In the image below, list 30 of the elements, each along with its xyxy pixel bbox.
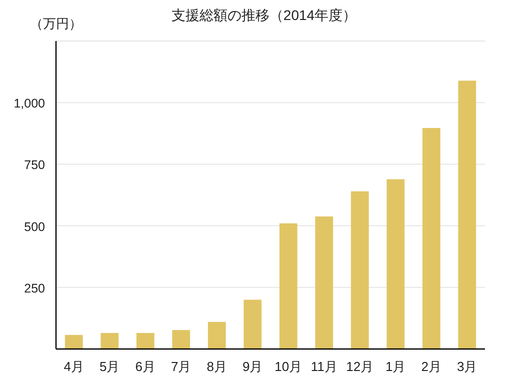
x-tick-label: 4月 [64,359,84,374]
bar [172,330,190,349]
x-tick-label: 7月 [171,359,192,374]
x-tick-label: 5月 [100,359,120,374]
x-tick-label: 1月 [386,359,406,374]
bar [350,191,369,349]
bar [136,332,154,349]
y-tick-label: 1,000 [14,96,46,111]
y-tick-label: 750 [24,158,46,172]
bar [208,322,226,349]
y-axis-title: （万円） [30,16,82,31]
bar [279,223,298,349]
chart-title: 支援総額の推移（2014年度） [171,7,357,23]
x-tick-label: 8月 [206,359,227,374]
bar [244,300,262,349]
x-tick-label: 10月 [274,359,302,374]
bar [422,128,440,349]
x-tick-label: 9月 [242,359,263,374]
x-tick-label: 2月 [421,359,442,374]
x-tick-label: 3月 [457,359,478,374]
bar [315,216,334,349]
bar [100,332,119,349]
x-tick-label: 11月 [310,359,338,374]
y-tick-label: 250 [24,281,46,296]
x-tick-label: 6月 [135,359,156,374]
bar [458,80,476,349]
y-tick-label: 500 [24,220,46,234]
x-tick-label: 12月 [346,359,374,374]
bar [386,179,405,349]
bar [64,334,83,349]
